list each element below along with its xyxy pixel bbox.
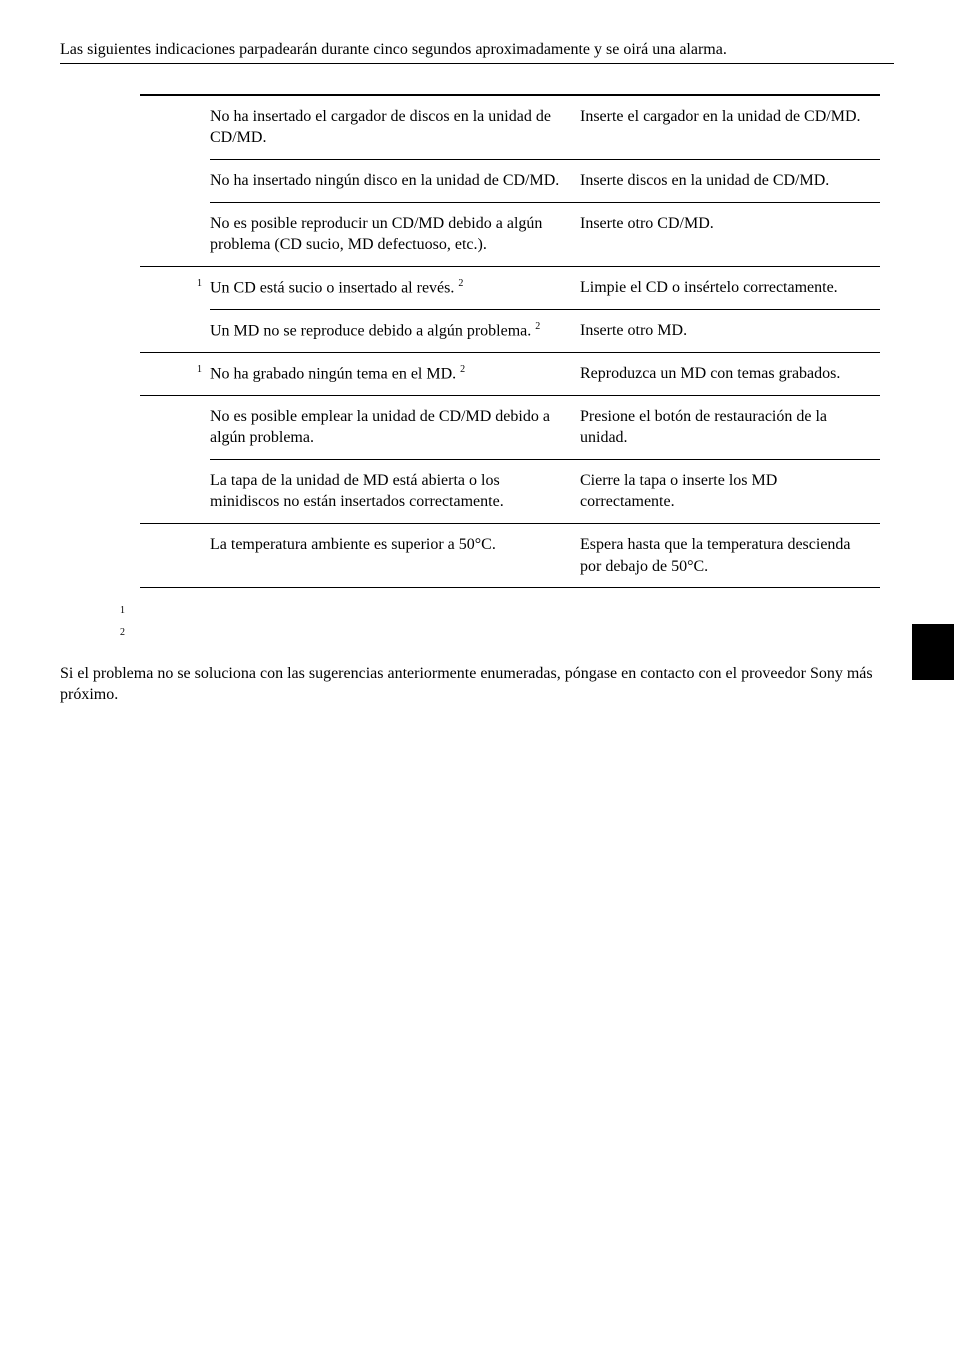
table-row: No ha insertado ningún disco en la unida… bbox=[140, 159, 880, 202]
row-label bbox=[140, 159, 210, 202]
row-label: 1 bbox=[140, 266, 210, 309]
row-solution: Limpie el CD o insértelo correctamente. bbox=[580, 266, 880, 309]
row-label: 1 bbox=[140, 352, 210, 395]
row-cause: Un MD no se reproduce debido a algún pro… bbox=[210, 309, 580, 352]
row-solution: Inserte el cargador en la unidad de CD/M… bbox=[580, 95, 880, 160]
row-solution: Cierre la tapa o inserte los MD correcta… bbox=[580, 459, 880, 523]
closing-text: Si el problema no se soluciona con las s… bbox=[60, 664, 894, 706]
table-row: La tapa de la unidad de MD está abierta … bbox=[140, 459, 880, 523]
row-cause: La tapa de la unidad de MD está abierta … bbox=[210, 459, 580, 523]
row-label bbox=[140, 202, 210, 266]
table-row: 1 No ha grabado ningún tema en el MD. 2 … bbox=[140, 352, 880, 395]
table-row: No es posible emplear la unidad de CD/MD… bbox=[140, 395, 880, 459]
table-row: La temperatura ambiente es superior a 50… bbox=[140, 523, 880, 587]
side-tab bbox=[912, 624, 954, 680]
footnote-2: 2 bbox=[120, 622, 894, 644]
row-solution: Presione el botón de restauración de la … bbox=[580, 395, 880, 459]
footnote-markers: 1 2 bbox=[120, 600, 894, 644]
intro-text: Las siguientes indicaciones parpadearán … bbox=[60, 40, 894, 61]
intro-rule bbox=[60, 63, 894, 64]
row-cause: No es posible emplear la unidad de CD/MD… bbox=[210, 395, 580, 459]
row-label bbox=[140, 95, 210, 160]
table-row: No ha insertado el cargador de discos en… bbox=[140, 95, 880, 160]
row-solution: Inserte otro CD/MD. bbox=[580, 202, 880, 266]
row-cause: No ha grabado ningún tema en el MD. 2 bbox=[210, 352, 580, 395]
row-cause: No ha insertado ningún disco en la unida… bbox=[210, 159, 580, 202]
row-cause: No ha insertado el cargador de discos en… bbox=[210, 95, 580, 160]
table-row: No es posible reproducir un CD/MD debido… bbox=[140, 202, 880, 266]
row-solution: Reproduzca un MD con temas grabados. bbox=[580, 352, 880, 395]
row-solution: Espera hasta que la temperatura desciend… bbox=[580, 523, 880, 587]
row-solution: Inserte otro MD. bbox=[580, 309, 880, 352]
indications-table: No ha insertado el cargador de discos en… bbox=[140, 94, 880, 588]
row-cause: La temperatura ambiente es superior a 50… bbox=[210, 523, 580, 587]
table-row: 1 Un CD está sucio o insertado al revés.… bbox=[140, 266, 880, 309]
row-cause: Un CD está sucio o insertado al revés. 2 bbox=[210, 266, 580, 309]
row-solution: Inserte discos en la unidad de CD/MD. bbox=[580, 159, 880, 202]
row-label bbox=[140, 523, 210, 587]
table-row: Un MD no se reproduce debido a algún pro… bbox=[140, 309, 880, 352]
footnote-1: 1 bbox=[120, 600, 894, 622]
row-label bbox=[140, 309, 210, 352]
row-cause: No es posible reproducir un CD/MD debido… bbox=[210, 202, 580, 266]
row-label bbox=[140, 459, 210, 523]
row-label bbox=[140, 395, 210, 459]
